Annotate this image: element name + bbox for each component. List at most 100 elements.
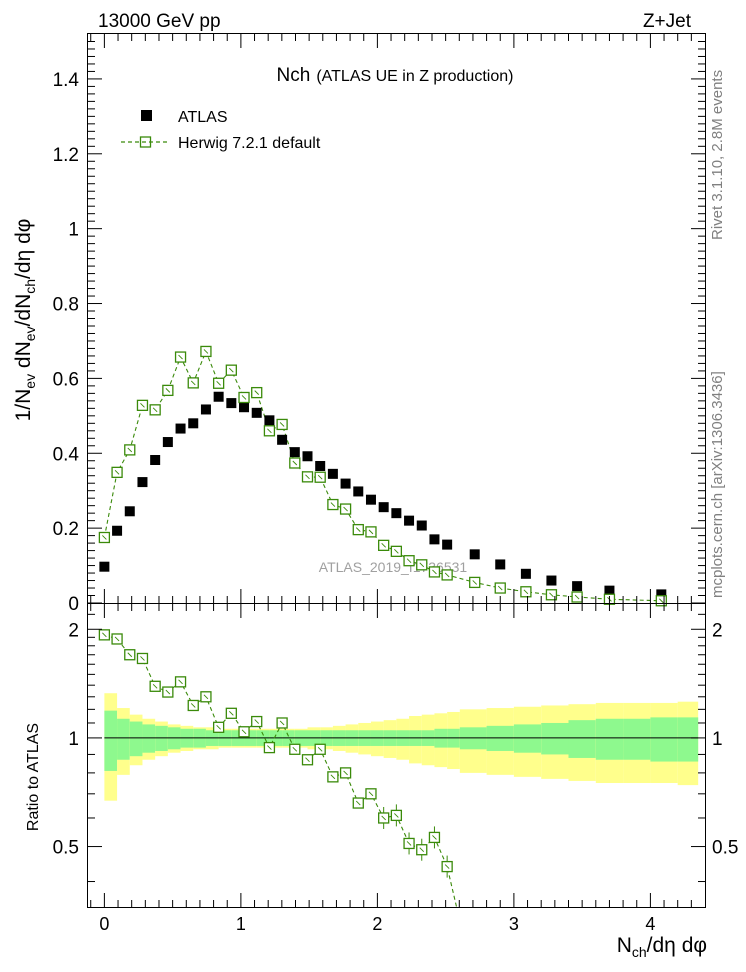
atlas-data-point [442, 539, 453, 550]
atlas-data-point [264, 415, 275, 426]
herwig-error-mark [165, 388, 171, 393]
herwig-error-mark [229, 367, 234, 373]
herwig-error-mark [659, 598, 664, 604]
herwig-ratio-error-mark [229, 710, 234, 716]
x-axis-title: Nch/dη dφ [617, 934, 707, 960]
herwig-error-mark [254, 390, 260, 395]
herwig-ratio-error-mark [330, 774, 336, 780]
atlas-data-point [213, 391, 224, 402]
atlas-data-point [404, 515, 415, 526]
herwig-ratio-error-mark [254, 719, 260, 724]
mcplots-label: mcplots.cern.ch [arXiv:1306.3436] [709, 371, 726, 598]
header-right-label: Z+Jet [643, 11, 692, 32]
ratio-series-layer [98, 629, 458, 908]
herwig-ratio-error-mark [152, 683, 158, 689]
herwig-error-mark [368, 529, 374, 535]
atlas-data-point [495, 559, 506, 570]
atlas-data-point [137, 477, 148, 488]
ratio-stat-band-segment [117, 718, 130, 760]
herwig-error-mark [381, 543, 386, 548]
atlas-data-point [572, 581, 583, 592]
herwig-ratio-error-mark [102, 632, 107, 638]
atlas-data-point [353, 486, 364, 497]
legend-herwig-label: Herwig 7.2.1 default [178, 135, 321, 152]
herwig-error-mark [152, 407, 158, 413]
atlas-data-point [315, 460, 326, 471]
atlas-data-point [112, 525, 123, 536]
herwig-error-mark [178, 354, 183, 360]
atlas-data-point [251, 407, 262, 418]
herwig-error-mark [394, 549, 399, 554]
ratio-y-tick-label-right: 0.5 [712, 838, 738, 859]
legend-atlas-label: ATLAS [178, 109, 228, 126]
header-left-label: 13000 GeV pp [98, 11, 221, 32]
herwig-ratio-error-mark [343, 770, 348, 776]
legend-atlas-marker [141, 110, 152, 121]
herwig-error-mark [317, 474, 323, 480]
atlas-data-point [546, 575, 557, 586]
ratio-stat-band-segment [541, 722, 569, 755]
herwig-ratio-error-mark [216, 724, 221, 730]
y-axis-title: 1/Nev dNev/dNch/dη dφ [12, 219, 38, 422]
ratio-y-tick-label: 1 [68, 729, 79, 750]
herwig-ratio-error-mark [317, 746, 323, 752]
ratio-y-tick-label: 2 [68, 620, 79, 641]
x-tick-label: 4 [645, 914, 655, 934]
herwig-error-mark [305, 474, 310, 480]
herwig-ratio-error-mark [381, 815, 386, 821]
ratio-stat-band-segment [142, 724, 156, 753]
herwig-ratio-error-mark [432, 835, 437, 840]
ratio-stat-band-segment [155, 725, 168, 751]
herwig-error-mark [190, 380, 196, 386]
chart-title-main: Nch [277, 65, 311, 86]
herwig-error-mark [419, 562, 425, 568]
ratio-stat-band-segment [623, 718, 651, 760]
atlas-data-point [226, 398, 237, 409]
atlas-data-point [391, 508, 402, 519]
ratio-y-tick-label-right: 2 [712, 620, 723, 641]
x-tick-label: 3 [509, 914, 519, 934]
x-tick-label: 0 [99, 914, 109, 934]
herwig-ratio-error-mark [406, 841, 412, 846]
ratio-stat-band-segment [677, 717, 699, 762]
herwig-error-mark [216, 380, 221, 386]
herwig-error-mark [203, 349, 209, 354]
atlas-data-point [277, 434, 288, 445]
y-tick-label: 0.2 [53, 519, 79, 540]
herwig-ratio-error-mark [355, 800, 361, 806]
atlas-data-point [520, 568, 531, 579]
atlas-data-point [469, 549, 480, 560]
herwig-ratio-error-mark [114, 636, 120, 642]
atlas-data-point [289, 447, 300, 458]
herwig-error-mark [241, 395, 247, 400]
rivet-version-label: Rivet 3.1.10, 2.8M events [709, 70, 726, 240]
y-tick-label: 0.4 [53, 444, 80, 465]
herwig-error-mark [432, 569, 437, 575]
herwig-error-mark [343, 506, 348, 512]
atlas-data-point [239, 402, 250, 413]
herwig-error-mark [292, 460, 298, 466]
main-series-layer [98, 345, 667, 607]
ratio-stat-band-segment [595, 718, 624, 760]
herwig-error-mark [497, 585, 503, 591]
herwig-ratio-error-mark [178, 679, 183, 685]
ratio-stat-band-segment [486, 725, 514, 751]
herwig-error-mark [444, 572, 450, 578]
herwig-error-mark [549, 592, 554, 598]
y-tick-label: 1.2 [53, 145, 79, 166]
atlas-data-point [365, 494, 376, 505]
chart-subtitle: (ATLAS UE in Z production) [316, 68, 513, 85]
ratio-stat-band-segment [568, 720, 596, 758]
legend: ATLAS Herwig 7.2.1 default [121, 109, 321, 152]
herwig-error-mark [355, 527, 361, 532]
ratio-stat-band-segment [129, 721, 143, 757]
atlas-data-point [150, 455, 161, 466]
herwig-error-mark [140, 403, 145, 408]
y-tick-label: 1 [68, 220, 79, 241]
chart-title: Nch (ATLAS UE in Z production) [277, 65, 514, 86]
ratio-uncertainty-bands [104, 693, 699, 801]
y-tick-label: 0 [68, 594, 79, 615]
atlas-data-point [124, 506, 135, 517]
herwig-error-mark [406, 558, 412, 564]
atlas-data-point [340, 478, 351, 489]
